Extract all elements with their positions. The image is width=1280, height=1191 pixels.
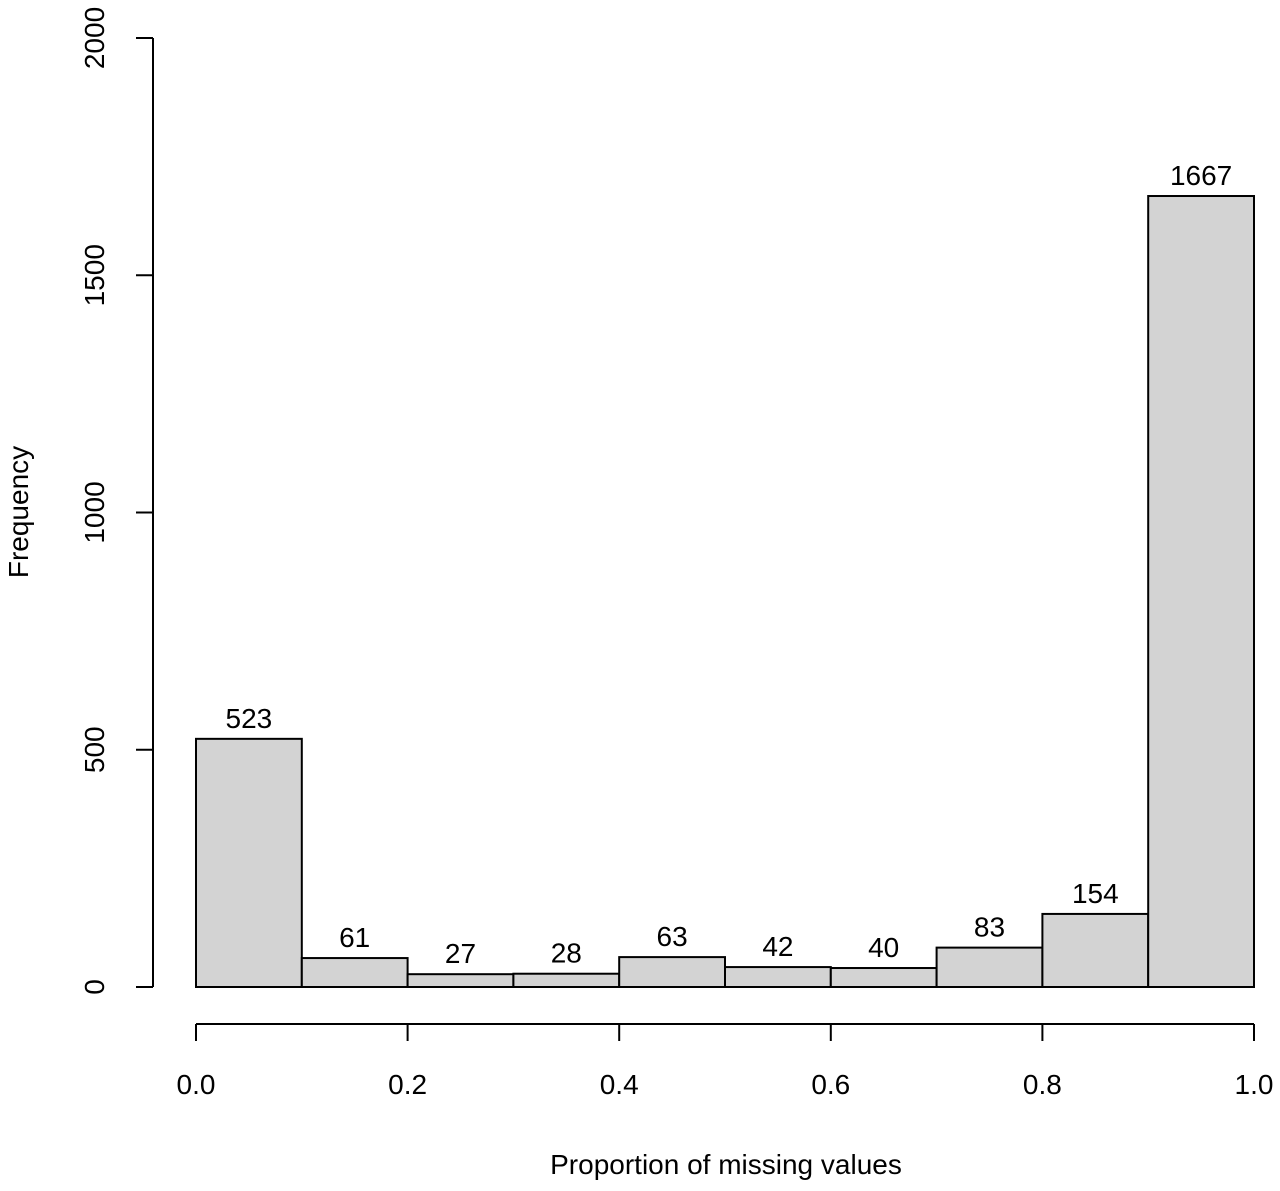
bar-value-label-2: 27 <box>445 938 476 969</box>
x-tick-label-3: 0.6 <box>811 1069 850 1100</box>
histogram-bar-7 <box>935 946 1044 989</box>
bar-value-label-1: 61 <box>339 922 370 953</box>
y-tick-label-3: 1500 <box>79 244 110 306</box>
histogram-bar-5 <box>724 966 832 988</box>
bar-value-label-3: 28 <box>551 938 582 969</box>
bar-value-label-9: 1667 <box>1170 160 1232 191</box>
bar-value-label-4: 63 <box>657 921 688 952</box>
x-tick-label-2: 0.4 <box>600 1069 639 1100</box>
y-tick-label-0: 0 <box>79 979 110 995</box>
x-tick-label-1: 0.2 <box>388 1069 427 1100</box>
x-tick-label-5: 1.0 <box>1235 1069 1274 1100</box>
y-axis: 0 500 1000 1500 2000 <box>79 7 154 995</box>
bar-value-label-8: 154 <box>1072 878 1119 909</box>
y-axis-title: Frequency <box>3 446 34 578</box>
histogram-bar-3 <box>512 972 621 988</box>
y-tick-label-2: 1000 <box>79 481 110 543</box>
x-tick-label-4: 0.8 <box>1023 1069 1062 1100</box>
y-tick-label-1: 500 <box>79 726 110 773</box>
y-tick-label-4: 2000 <box>79 7 110 69</box>
histogram-bar-6 <box>829 967 938 989</box>
x-axis-title: Proportion of missing values <box>550 1149 902 1180</box>
bar-value-label-6: 40 <box>868 932 899 963</box>
histogram-bar-1 <box>300 957 409 988</box>
x-tick-label-0: 0.0 <box>177 1069 216 1100</box>
histogram-bar-0 <box>195 737 303 988</box>
histogram-bar-9 <box>1147 195 1255 989</box>
bar-value-label-5: 42 <box>762 931 793 962</box>
histogram-bar-8 <box>1041 912 1150 988</box>
histogram-bar-2 <box>406 973 515 988</box>
bars-layer <box>195 195 1255 989</box>
bar-labels-layer: 523 61 27 28 63 42 40 83 154 1667 <box>226 160 1233 969</box>
bar-value-label-0: 523 <box>226 703 273 734</box>
bar-value-label-7: 83 <box>974 912 1005 943</box>
histogram-bar-4 <box>618 956 727 989</box>
x-axis: 0.0 0.2 0.4 0.6 0.8 1.0 <box>177 1023 1274 1100</box>
